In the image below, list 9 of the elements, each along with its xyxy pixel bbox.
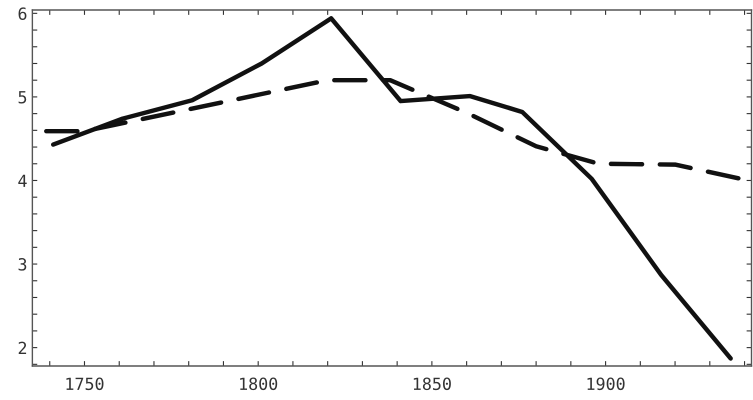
y-tick-label: 3	[18, 258, 26, 271]
x-tick-label: 1800	[240, 377, 278, 390]
y-tick-label: 4	[18, 174, 27, 187]
x-tick-label: 1750	[66, 377, 104, 390]
x-tick-label: 1850	[414, 377, 451, 390]
y-tick-label: 6	[18, 7, 26, 20]
y-tick-label: 2	[18, 342, 26, 354]
x-tick-label: 1900	[588, 377, 625, 390]
y-tick-label: 5	[18, 91, 26, 104]
